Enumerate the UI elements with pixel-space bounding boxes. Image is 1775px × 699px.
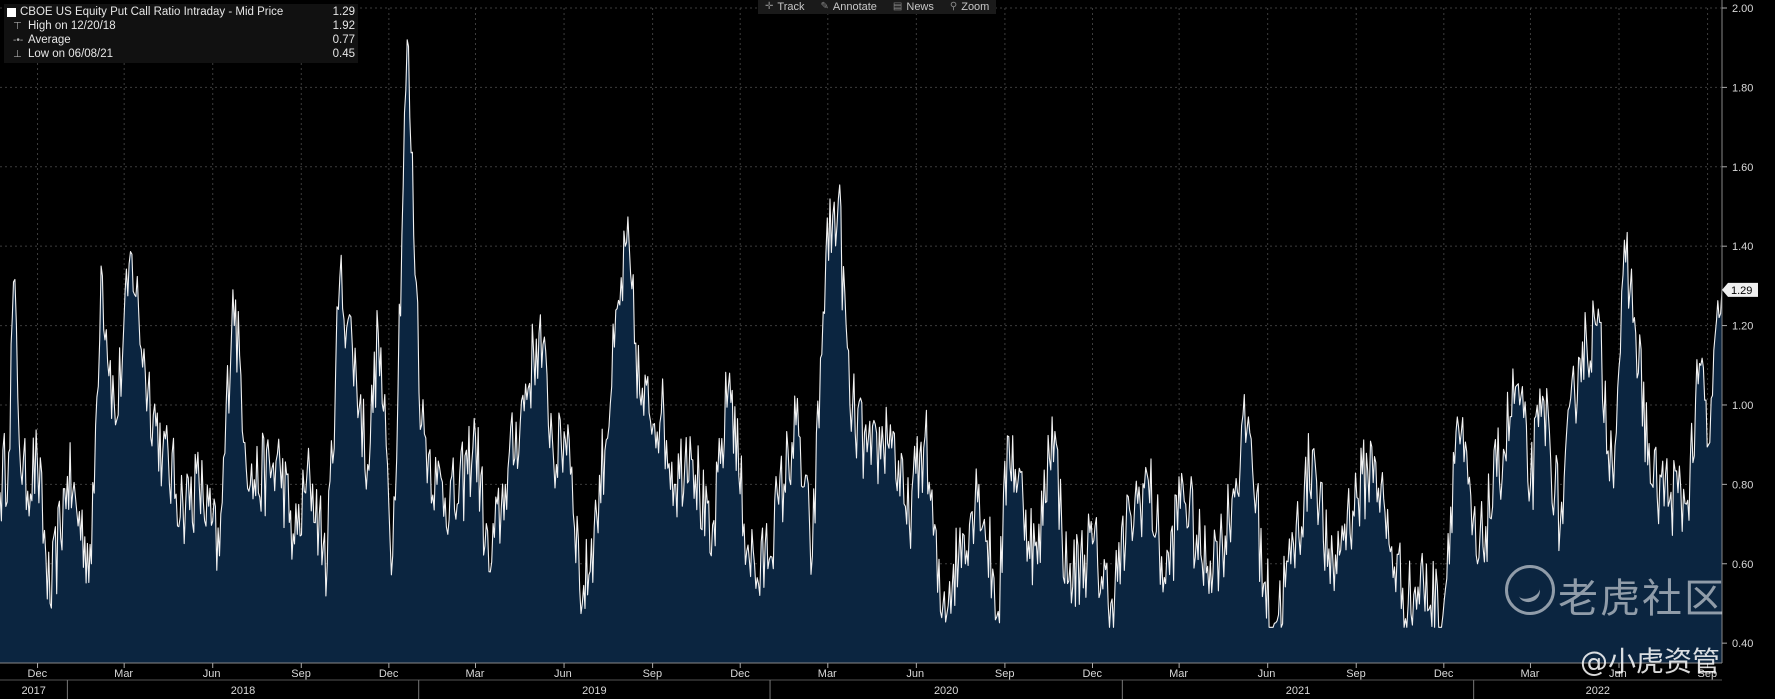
year-label: 2020: [934, 685, 958, 697]
crosshair-icon: ✛: [765, 1, 774, 12]
watermark-sub: @小虎资管: [1580, 645, 1721, 678]
annotate-label: Annotate: [832, 1, 877, 13]
x-tick-label: Dec: [1434, 668, 1454, 680]
x-tick-label: Jun: [1258, 668, 1276, 680]
legend-high-row[interactable]: ⊤ High on 12/20/18 1.92: [7, 19, 355, 33]
low-marker-icon: ⊥: [13, 48, 22, 60]
low-label: Low on 06/08/21: [28, 48, 114, 60]
y-tick-label: 1.80: [1732, 82, 1753, 94]
series-line[interactable]: [0, 39, 1723, 628]
pencil-icon: ✎: [820, 1, 829, 12]
y-tick-label: 1.40: [1732, 241, 1753, 253]
track-button[interactable]: ✛ Track: [758, 0, 811, 14]
x-tick-label: Dec: [379, 668, 399, 680]
y-tick-label: 1.00: [1732, 400, 1753, 412]
watermark-main: 老虎社区: [1558, 576, 1726, 622]
track-label: Track: [777, 1, 805, 13]
series-last-value: 1.29: [332, 6, 355, 18]
y-tick-label: 2.00: [1732, 3, 1753, 15]
year-label: 2022: [1586, 685, 1610, 697]
x-tick-label: Sep: [291, 668, 311, 680]
x-tick-label: Mar: [1520, 668, 1539, 680]
y-tick-label: 0.80: [1732, 479, 1753, 491]
zoom-label: Zoom: [961, 1, 990, 13]
x-tick-label: Sep: [995, 668, 1015, 680]
y-tick-label: 1.60: [1732, 162, 1753, 174]
last-value-label: 1.29: [1731, 285, 1752, 297]
x-tick-label: Jun: [554, 668, 572, 680]
legend-average-row[interactable]: -•- Average 0.77: [7, 33, 355, 47]
series-area: [0, 39, 1722, 664]
x-tick-label: Dec: [730, 668, 750, 680]
last-value-tag: [1722, 282, 1758, 297]
chart-legend[interactable]: CBOE US Equity Put Call Ratio Intraday -…: [4, 4, 358, 63]
x-tick-label: Mar: [818, 668, 837, 680]
year-label: 2019: [582, 685, 606, 697]
news-label: News: [906, 1, 934, 13]
average-marker-icon: -•-: [13, 34, 24, 46]
high-value: 1.92: [332, 20, 355, 32]
average-label: Average: [28, 34, 71, 46]
low-value: 0.45: [332, 48, 355, 60]
x-tick-label: Mar: [1169, 668, 1188, 680]
legend-low-row[interactable]: ⊥ Low on 06/08/21 0.45: [7, 47, 355, 61]
high-label: High on 12/20/18: [28, 20, 116, 32]
y-tick-label: 0.60: [1732, 559, 1753, 571]
x-tick-label: Mar: [465, 668, 484, 680]
magnifier-icon: ⚲: [949, 1, 958, 12]
legend-series-row[interactable]: CBOE US Equity Put Call Ratio Intraday -…: [7, 5, 355, 19]
year-label: 2018: [231, 685, 255, 697]
x-tick-label: Sep: [1346, 668, 1366, 680]
x-tick-label: Jun: [906, 668, 924, 680]
y-tick-label: 0.40: [1732, 638, 1753, 650]
tiger-logo-icon: [1505, 565, 1555, 615]
x-tick-label: Sep: [1698, 668, 1718, 680]
x-tick-label: Mar: [114, 668, 133, 680]
news-icon: ▤: [892, 1, 903, 12]
x-tick-label: Dec: [28, 668, 48, 680]
x-tick-label: Jun: [1609, 668, 1627, 680]
chart-toolbar: ✛ Track ✎ Annotate ▤ News ⚲ Zoom: [758, 0, 997, 14]
news-button[interactable]: ▤ News: [886, 0, 941, 14]
annotate-button[interactable]: ✎ Annotate: [813, 0, 883, 14]
average-value: 0.77: [332, 34, 355, 46]
series-label: CBOE US Equity Put Call Ratio Intraday -…: [20, 6, 284, 18]
zoom-button[interactable]: ⚲ Zoom: [943, 0, 996, 14]
series-swatch: [7, 7, 16, 17]
x-tick-label: Jun: [203, 668, 221, 680]
y-tick-label: 1.20: [1732, 321, 1753, 333]
x-tick-label: Sep: [643, 668, 663, 680]
year-label: 2017: [21, 685, 45, 697]
high-marker-icon: ⊤: [13, 20, 22, 32]
x-tick-label: Dec: [1082, 668, 1102, 680]
year-label: 2021: [1286, 685, 1310, 697]
